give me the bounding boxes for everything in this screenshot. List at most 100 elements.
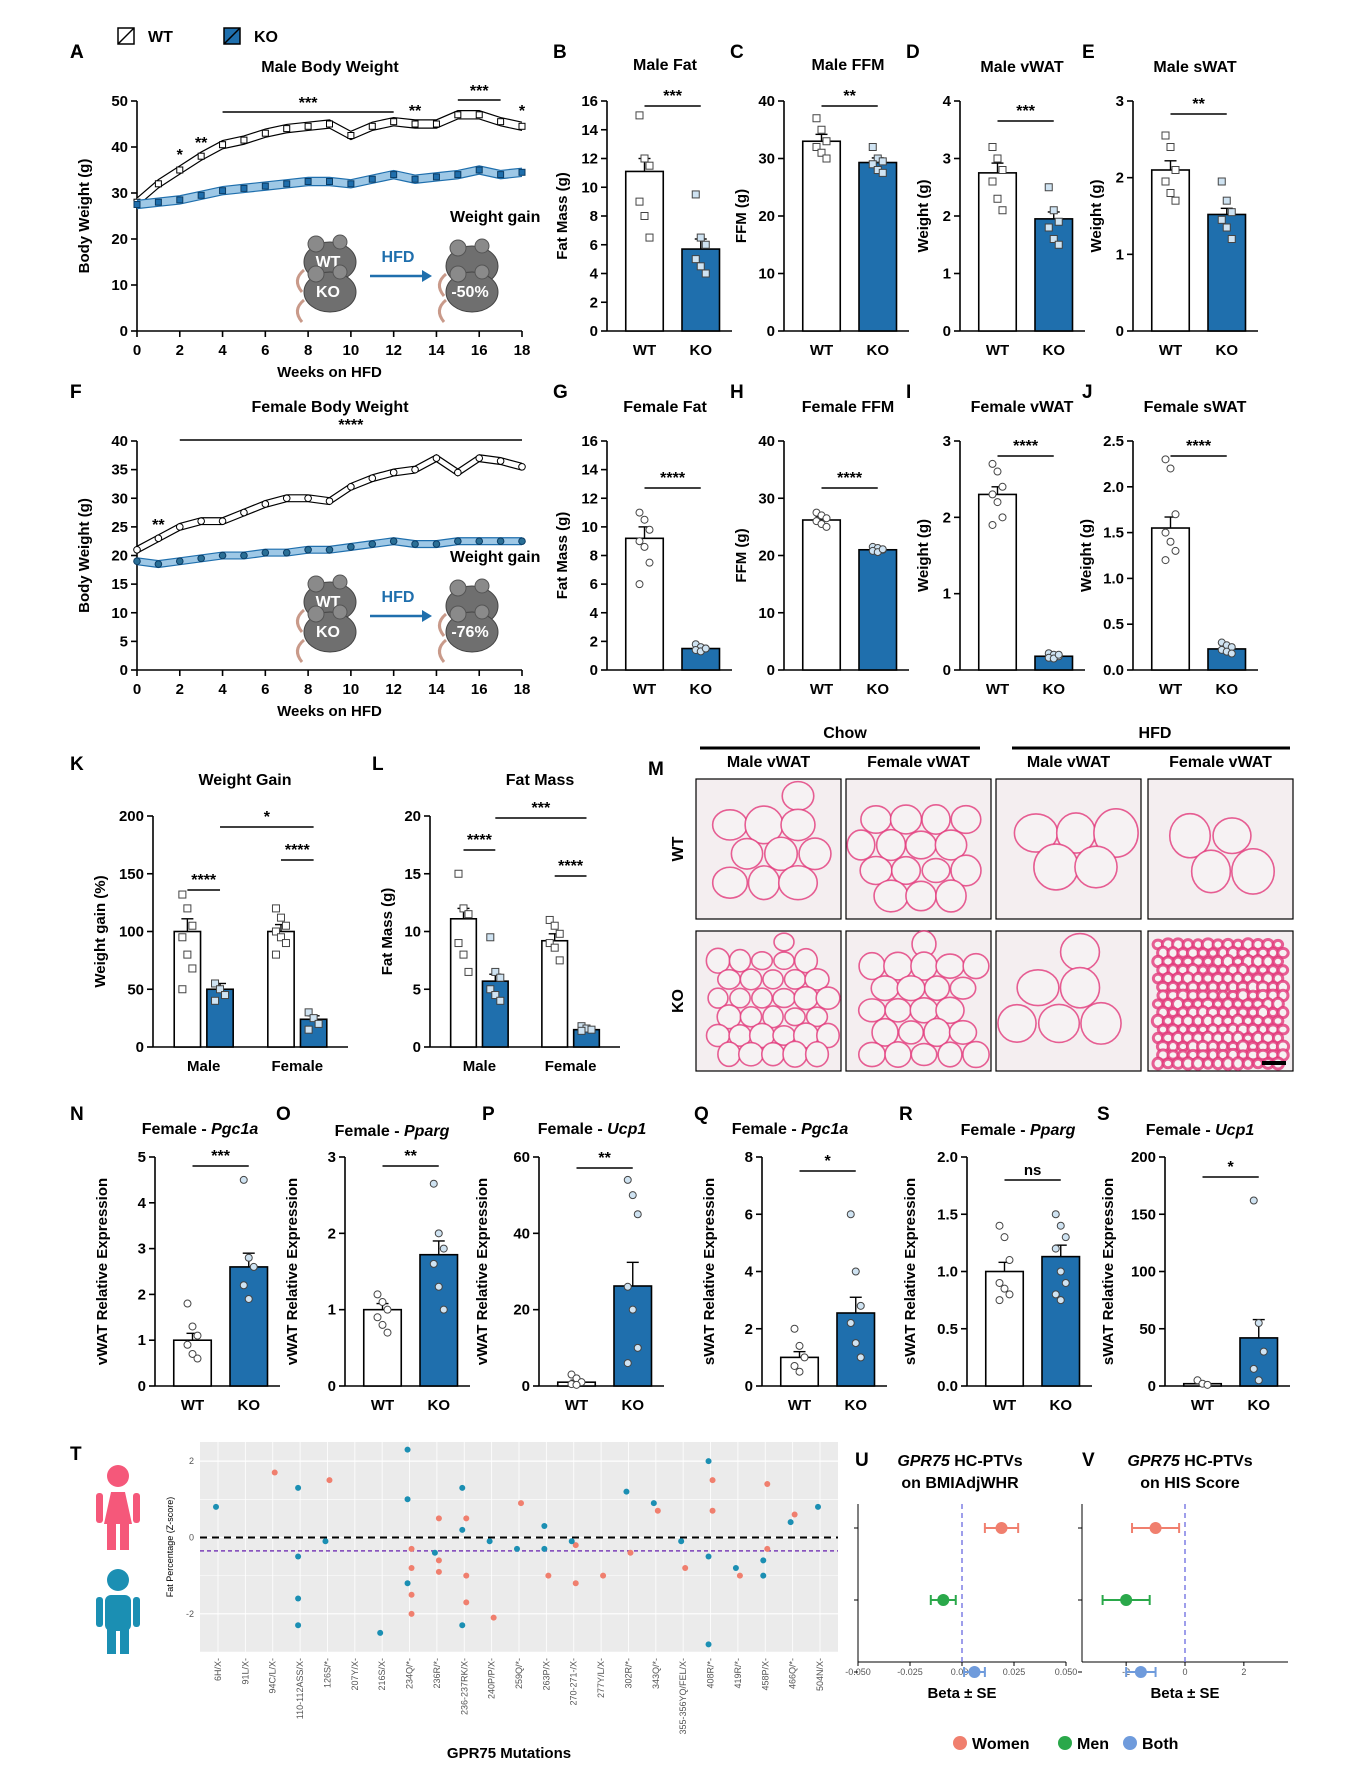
panel-title-line2: on HIS Score <box>1140 1475 1240 1492</box>
x-tick-label: KO <box>1216 681 1239 698</box>
y-tick-label: 0 <box>1148 1378 1156 1395</box>
y-axis-label: Weight (g) <box>1088 179 1105 252</box>
data-point-KO <box>197 554 205 563</box>
data-point-WT <box>411 120 419 128</box>
data-point <box>822 522 831 531</box>
data-point-women <box>682 1565 689 1571</box>
y-tick-label: 40 <box>111 433 128 450</box>
bar-KO <box>858 548 898 671</box>
histology-group-chow: Chow <box>823 725 867 742</box>
y-tick-label: 12 <box>581 151 598 168</box>
bar-WT <box>624 537 665 671</box>
data-point-men <box>650 1500 657 1507</box>
y-tick-label: 50 <box>127 981 144 998</box>
data-point <box>211 979 220 988</box>
x-tick-label: 2 <box>176 681 184 698</box>
adipocyte-cell <box>793 947 819 974</box>
adipocyte-cell <box>728 948 752 973</box>
female-body-icon <box>104 1492 132 1524</box>
data-point-WT <box>432 120 440 128</box>
data-point-KO <box>454 537 462 545</box>
x-tick-label: KO <box>1050 1397 1073 1414</box>
x-tick-label: 91L/X- <box>240 1658 250 1685</box>
x-tick-label: KO <box>1248 1397 1271 1414</box>
x-tick-label: 2 <box>176 342 184 359</box>
x-tick-label: 240P/P/X- <box>487 1658 497 1699</box>
bar-Female-WT <box>267 930 295 1048</box>
data-point <box>193 1331 202 1340</box>
y-tick-label: 30 <box>758 151 775 168</box>
x-tick-label: Male <box>463 1058 496 1075</box>
y-tick-label: 2.0 <box>937 1149 958 1166</box>
y-tick-label: 1.5 <box>1103 525 1124 542</box>
adipocyte-cell <box>949 976 977 1000</box>
data-point <box>188 921 197 930</box>
data-point-WT <box>197 517 205 525</box>
bar-WT <box>172 1339 213 1387</box>
data-point-men <box>404 1446 411 1453</box>
data-point <box>696 262 705 271</box>
data-point <box>193 1354 202 1363</box>
x-tick-label: WT <box>788 1397 811 1414</box>
significance-label: * <box>264 809 271 826</box>
adipocyte-cell <box>1080 1001 1122 1045</box>
data-point <box>645 558 654 567</box>
mouse-ear-icon <box>307 265 325 283</box>
forest-legend: Women Men Both <box>953 1736 1178 1753</box>
female-arm-icon <box>96 1493 103 1523</box>
bar-KO <box>613 1285 653 1387</box>
x-tick-label: 0.000 <box>951 1667 974 1677</box>
significance-label: ns <box>1024 1162 1042 1179</box>
data-point <box>1051 1210 1060 1219</box>
data-point-WT <box>475 111 483 119</box>
x-tick-label: 263P/X- <box>541 1658 551 1691</box>
x-axis-label: Weeks on HFD <box>277 703 382 720</box>
data-point <box>1227 649 1236 658</box>
data-point <box>1254 1376 1263 1385</box>
data-point <box>1161 131 1170 140</box>
significance-label: **** <box>1013 438 1039 455</box>
data-point <box>800 1353 809 1362</box>
y-axis-label: sWAT Relative Expression <box>701 1178 718 1365</box>
y-axis-label: FFM (g) <box>733 528 750 582</box>
data-point-WT <box>347 483 355 491</box>
x-tick-label: 10 <box>343 342 360 359</box>
bar-KO <box>836 1312 876 1387</box>
data-point <box>1227 208 1236 217</box>
data-point-WT <box>154 180 162 188</box>
data-point-KO <box>411 175 419 183</box>
y-tick-label: 60 <box>513 1149 530 1166</box>
panel-title: Fat Mass <box>506 772 575 789</box>
panel-P: Female - Ucp1 0 20 40 60 WT KO vWAT Relative Ex… <box>474 1121 664 1414</box>
y-axis-label: Fat Mass (g) <box>554 172 571 260</box>
data-point-women <box>764 1545 771 1552</box>
data-point <box>439 1244 448 1253</box>
data-point <box>1161 455 1170 464</box>
panel-Q: Female - Pgc1a 0 2 4 6 8 WT KO sWAT Relative Exp… <box>701 1121 887 1414</box>
data-point <box>454 869 463 878</box>
adipocyte-cell <box>772 987 796 1009</box>
adipocyte-cell <box>784 1007 806 1027</box>
data-point <box>1171 510 1180 519</box>
data-point <box>178 933 187 942</box>
data-point <box>635 197 644 206</box>
data-point-WT <box>389 468 398 477</box>
adipocyte-cell <box>857 1041 887 1068</box>
estimate-point-Both <box>1134 1666 1147 1678</box>
adipocyte-cell <box>890 855 922 886</box>
data-point <box>868 160 877 169</box>
significance-label: ** <box>152 517 165 534</box>
y-tick-label: 4 <box>590 266 599 283</box>
data-point <box>271 927 280 936</box>
legend-marker-both <box>1123 1736 1137 1750</box>
adipocyte-cell <box>935 879 967 913</box>
panel-letter-H: H <box>730 382 744 403</box>
significance-label: **** <box>467 832 493 849</box>
x-tick-label: 4 <box>218 342 227 359</box>
data-point-KO <box>304 545 312 554</box>
adipocyte-cell <box>739 1006 763 1028</box>
x-tick-label: 236-237RK/X- <box>459 1658 469 1715</box>
adipocyte-cell <box>804 1040 830 1068</box>
significance-label: * <box>825 1153 832 1170</box>
